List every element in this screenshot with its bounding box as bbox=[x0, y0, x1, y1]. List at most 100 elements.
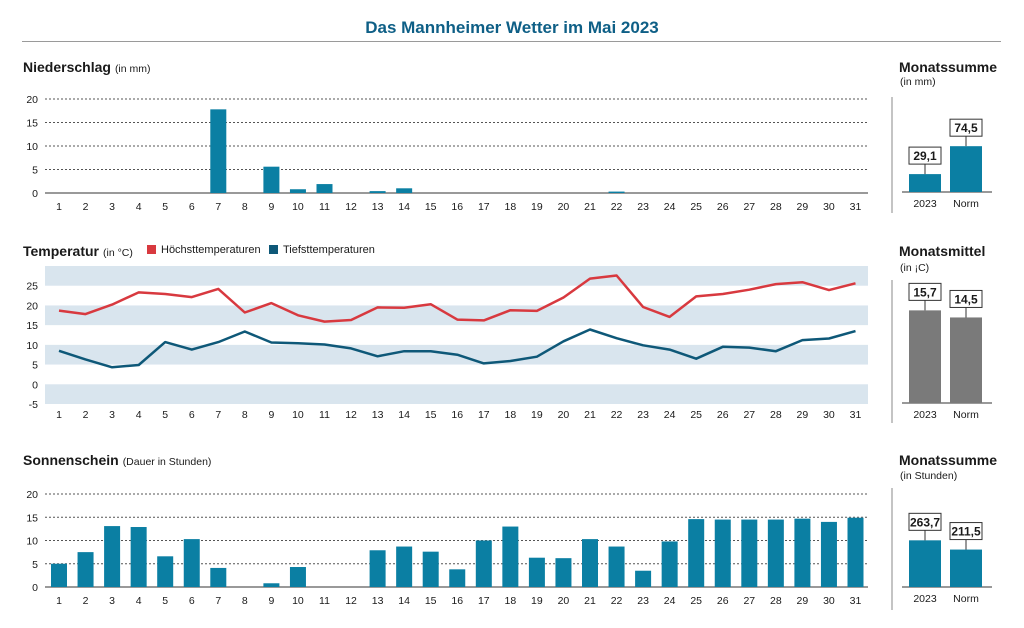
sun-xtick-label: 17 bbox=[478, 595, 490, 607]
temp-summary-value-label: 15,7 bbox=[913, 285, 937, 299]
rain-xtick-label: 14 bbox=[398, 201, 410, 213]
rain-xtick-label: 15 bbox=[425, 201, 437, 213]
temp-xtick-label: 14 bbox=[398, 409, 410, 421]
sun-summary-bar bbox=[909, 540, 941, 587]
temp-xtick-label: 28 bbox=[770, 409, 782, 421]
sun-bar bbox=[582, 539, 598, 587]
sun-bar bbox=[104, 526, 121, 587]
rain-xtick-label: 19 bbox=[531, 201, 543, 213]
rain-xtick-label: 17 bbox=[478, 201, 490, 213]
temp-xtick-label: 3 bbox=[109, 409, 115, 421]
rain-xtick-label: 4 bbox=[136, 201, 142, 213]
temp-xtick-label: 7 bbox=[215, 409, 221, 421]
temp-xtick-label: 31 bbox=[850, 409, 862, 421]
temp-xtick-label: 12 bbox=[345, 409, 357, 421]
rain-bar bbox=[608, 191, 625, 193]
sun-bar bbox=[555, 558, 572, 587]
rain-unit: (in mm) bbox=[114, 63, 151, 75]
rain-summary-value-label: 29,1 bbox=[913, 149, 937, 163]
sun-summary-bar bbox=[950, 549, 982, 587]
sun-bar bbox=[767, 519, 784, 587]
sun-bar bbox=[635, 570, 652, 587]
sun-ytick-label: 15 bbox=[26, 512, 38, 524]
temp-xtick-label: 8 bbox=[242, 409, 248, 421]
temp-summary-title: Monatsmittel bbox=[899, 243, 986, 259]
sun-xtick-label: 3 bbox=[109, 595, 115, 607]
legend-min: Tiefsttemperaturen bbox=[269, 244, 375, 256]
rain-xtick-label: 20 bbox=[558, 201, 570, 213]
rain-xtick-label: 2 bbox=[83, 201, 89, 213]
temp-summary-xtick-label: Norm bbox=[953, 409, 979, 421]
rain-xtick-label: 6 bbox=[189, 201, 195, 213]
rain-xtick-label: 29 bbox=[797, 201, 809, 213]
temp-xtick-label: 30 bbox=[823, 409, 835, 421]
sun-xtick-label: 8 bbox=[242, 595, 248, 607]
rain-xtick-label: 31 bbox=[850, 201, 862, 213]
temp-xtick-label: 13 bbox=[372, 409, 384, 421]
rain-xtick-label: 30 bbox=[823, 201, 835, 213]
rain-xtick-label: 16 bbox=[451, 201, 463, 213]
sun-bar bbox=[449, 569, 466, 587]
sun-bar bbox=[263, 583, 280, 587]
sun-xtick-label: 10 bbox=[292, 595, 304, 607]
title-divider bbox=[22, 41, 1001, 42]
temp-ytick-label: 20 bbox=[26, 300, 38, 312]
rain-ytick-label: 0 bbox=[32, 188, 38, 200]
temp-xtick-label: 15 bbox=[425, 409, 437, 421]
temp-min-line bbox=[58, 328, 856, 369]
temp-ytick-label: 5 bbox=[32, 360, 38, 372]
temp-xtick-label: 22 bbox=[611, 409, 623, 421]
rain-summary-xtick-label: Norm bbox=[953, 198, 979, 210]
rain-xtick-label: 23 bbox=[637, 201, 649, 213]
rain-xtick-label: 5 bbox=[162, 201, 168, 213]
sun-xtick-label: 13 bbox=[372, 595, 384, 607]
sun-bar bbox=[77, 552, 94, 587]
rain-summary-bar bbox=[950, 146, 982, 192]
sun-ytick-label: 20 bbox=[26, 489, 38, 501]
sun-ytick-label: 0 bbox=[32, 582, 38, 594]
sun-xtick-label: 16 bbox=[451, 595, 463, 607]
temp-xtick-label: 24 bbox=[664, 409, 676, 421]
rain-xtick-label: 3 bbox=[109, 201, 115, 213]
sun-xtick-label: 23 bbox=[637, 595, 649, 607]
sun-xtick-label: 21 bbox=[584, 595, 596, 607]
temp-xtick-label: 20 bbox=[558, 409, 570, 421]
sun-unit: (Dauer in Stunden) bbox=[122, 456, 212, 468]
sun-bar bbox=[528, 557, 545, 587]
sun-bar bbox=[741, 519, 758, 587]
temp-band bbox=[45, 266, 868, 286]
temp-unit: (in °C) bbox=[102, 247, 133, 259]
temp-xtick-label: 26 bbox=[717, 409, 729, 421]
rain-xtick-label: 13 bbox=[372, 201, 384, 213]
rain-xtick-label: 10 bbox=[292, 201, 304, 213]
temp-summary-xtick-label: 2023 bbox=[913, 409, 937, 421]
legend-min-swatch bbox=[269, 245, 278, 254]
legend-max-label: Höchsttemperaturen bbox=[161, 244, 261, 256]
temp-section-title: Temperatur (in °C) bbox=[23, 243, 133, 259]
temp-max-line bbox=[58, 274, 856, 323]
sun-xtick-label: 31 bbox=[850, 595, 862, 607]
temp-summary-unit: (in ¡C) bbox=[900, 262, 930, 274]
sun-xtick-label: 27 bbox=[743, 595, 755, 607]
rain-bar bbox=[289, 189, 306, 193]
temp-ytick-label: 10 bbox=[26, 340, 38, 352]
temp-xtick-label: 18 bbox=[505, 409, 517, 421]
temp-xtick-label: 29 bbox=[797, 409, 809, 421]
page-title: Das Mannheimer Wetter im Mai 2023 bbox=[365, 18, 659, 37]
temp-xtick-label: 16 bbox=[451, 409, 463, 421]
rain-bar bbox=[369, 191, 386, 193]
temp-xtick-label: 10 bbox=[292, 409, 304, 421]
rain-summary-bar bbox=[909, 174, 941, 192]
sun-title: Sonnenschein bbox=[23, 452, 119, 468]
rain-bar bbox=[316, 184, 333, 193]
sun-xtick-label: 30 bbox=[823, 595, 835, 607]
legend-min-label: Tiefsttemperaturen bbox=[283, 244, 375, 256]
sun-ytick-label: 5 bbox=[32, 559, 38, 571]
sun-summary-xtick-label: Norm bbox=[953, 593, 979, 605]
sun-bar bbox=[157, 556, 174, 587]
rain-xtick-label: 25 bbox=[690, 201, 702, 213]
rain-xtick-label: 8 bbox=[242, 201, 248, 213]
sun-xtick-label: 28 bbox=[770, 595, 782, 607]
sun-xtick-label: 5 bbox=[162, 595, 168, 607]
temp-band bbox=[45, 305, 868, 326]
